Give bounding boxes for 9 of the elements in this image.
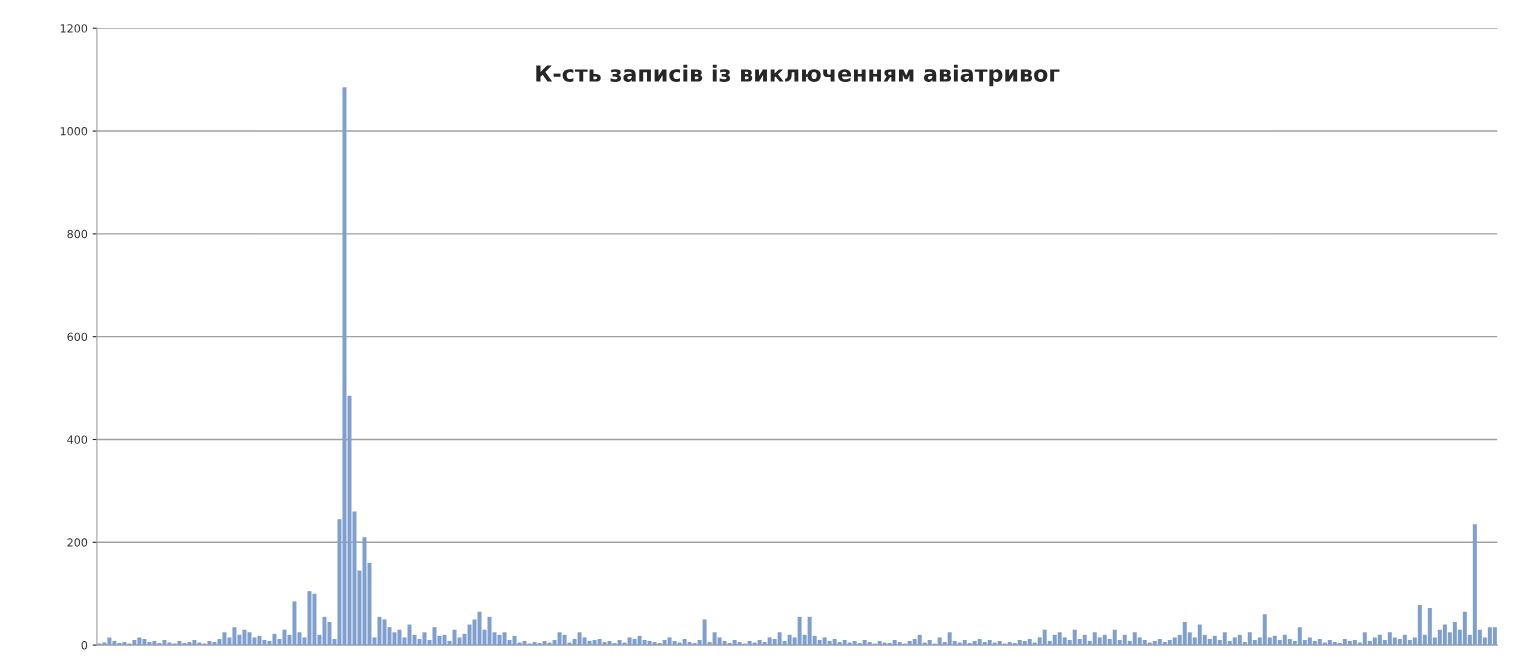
y-tick-label: 0 bbox=[81, 641, 88, 650]
y-tick-label: 200 bbox=[67, 538, 88, 547]
y-tick-label: 400 bbox=[67, 435, 88, 444]
y-tick-label: 600 bbox=[67, 332, 88, 342]
bar bbox=[1492, 627, 1497, 646]
text: К-сть записів із виключенням авіатривог bbox=[536, 64, 1060, 87]
y-tick-label: 800 bbox=[67, 229, 88, 239]
y-tick-label: 1200 bbox=[60, 24, 88, 33]
y-tick-label: 1000 bbox=[60, 127, 88, 136]
